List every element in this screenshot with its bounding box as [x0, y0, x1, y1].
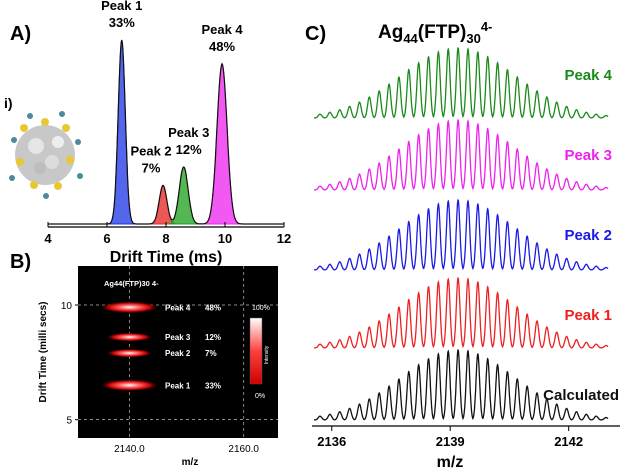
peak-label-peak-2: Peak 2 [130, 143, 171, 158]
isotope-trace-calculated [313, 349, 609, 421]
panel-b-label: B) [10, 251, 31, 273]
colorbar-title: Intensity [264, 345, 270, 364]
heatmap-percent-peak-4: 48% [205, 303, 221, 312]
heatmap-spot-peak-3 [105, 332, 154, 342]
colorbar-min-label: 0% [255, 393, 265, 400]
peak-fill-peak-1 [107, 39, 137, 225]
heatmap-spot-labels: Peak 4 48% Peak 3 12% Peak 2 7% Peak 1 33% [165, 303, 221, 390]
peak-percent-peak-1: 33% [109, 15, 135, 30]
heatmap-x-tick-label: 2160.0 [228, 444, 259, 455]
c-x-tick-label: 2136 [317, 434, 346, 449]
heatmap-x-axis-label: m/z [182, 457, 199, 468]
peak-fill-peak-4 [201, 62, 243, 225]
series-label-peak-1: Peak 1 [564, 307, 612, 324]
panel-c-label: C) [305, 23, 326, 45]
panel-a-drift-chart: 4 6 8 10 12 Peak 1 33% Peak 2 7% Peak 3 12% Peak 4… [44, 0, 291, 266]
c-x-tick-label: 2139 [436, 434, 465, 449]
x-tick-label: 12 [277, 231, 291, 246]
x-tick-label: 8 [162, 231, 169, 246]
heatmap-spot-peak-4 [99, 301, 160, 314]
peak-label-peak-3: Peak 3 [168, 125, 209, 140]
x-tick-label: 4 [44, 231, 52, 246]
panel-c-series-labels: Peak 4 Peak 3 Peak 2 Peak 1 Calculated [543, 67, 619, 404]
heatmap-x-tick-label: 2140.0 [114, 444, 145, 455]
panel-c-x-axis-label: m/z [437, 454, 464, 471]
panel-a-x-axis-label: Drift Time (ms) [110, 249, 223, 266]
c-x-tick-label: 2142 [554, 434, 583, 449]
panel-a-peak-labels: Peak 1 33% Peak 2 7% Peak 3 12% Peak 4 48% [101, 0, 243, 175]
panel-b-heatmap: Peak 4 48% Peak 3 12% Peak 2 7% Peak 1 33% Ag44… [38, 266, 278, 468]
colorbar-max-label: 100% [252, 305, 270, 312]
series-label-calculated: Calculated [543, 387, 619, 404]
heatmap-spot-peak-2 [105, 348, 154, 358]
heatmap-spot-peak-1 [99, 379, 160, 392]
heatmap-title: Ag44(FTP)30 4- [104, 279, 159, 288]
isotope-trace-peak-3 [313, 119, 609, 191]
panel-a-label: A) [10, 23, 31, 45]
panel-a-ticks: 4 6 8 10 12 [44, 222, 291, 246]
cluster-structure-image [9, 111, 83, 199]
peak-fill-peak-3 [166, 166, 202, 225]
heatmap-percent-peak-2: 7% [205, 349, 217, 358]
panel-c-series [313, 47, 609, 421]
x-tick-label: 10 [218, 231, 232, 246]
series-label-peak-2: Peak 2 [564, 227, 612, 244]
peak-percent-peak-4: 48% [209, 39, 235, 54]
panel-i-label: i) [4, 95, 13, 111]
peak-label-peak-4: Peak 4 [201, 22, 243, 37]
isotope-trace-peak-4 [313, 47, 609, 119]
heatmap-y-tick-label: 5 [66, 416, 72, 427]
series-label-peak-4: Peak 4 [564, 67, 612, 84]
heatmap-colorbar [249, 317, 263, 385]
heatmap-percent-peak-1: 33% [205, 381, 221, 390]
heatmap-y-axis-label: Drift Time (milli secs) [38, 302, 49, 403]
peak-label-peak-1: Peak 1 [101, 0, 142, 13]
isotope-trace-peak-1 [313, 277, 609, 349]
heatmap-label-peak-1: Peak 1 [165, 381, 191, 390]
peak-percent-peak-2: 7% [142, 160, 161, 175]
heatmap-y-tick-label: 10 [61, 301, 73, 312]
heatmap-label-peak-4: Peak 4 [165, 303, 191, 312]
panel-c-title: Ag44(FTP)304- [378, 19, 492, 46]
peak-percent-peak-3: 12% [176, 142, 202, 157]
heatmap-percent-peak-3: 12% [205, 333, 221, 342]
heatmap-spots [99, 301, 160, 392]
panel-c-ticks: 2136 2139 2142 [317, 426, 583, 449]
heatmap-label-peak-2: Peak 2 [165, 349, 191, 358]
x-tick-label: 6 [103, 231, 110, 246]
series-label-peak-3: Peak 3 [564, 147, 612, 164]
panel-a-trace-line [48, 39, 284, 225]
heatmap-ticks: 2140.0 2160.0 5 10 [61, 301, 260, 455]
heatmap-label-peak-3: Peak 3 [165, 333, 191, 342]
isotope-trace-peak-2 [313, 199, 609, 271]
